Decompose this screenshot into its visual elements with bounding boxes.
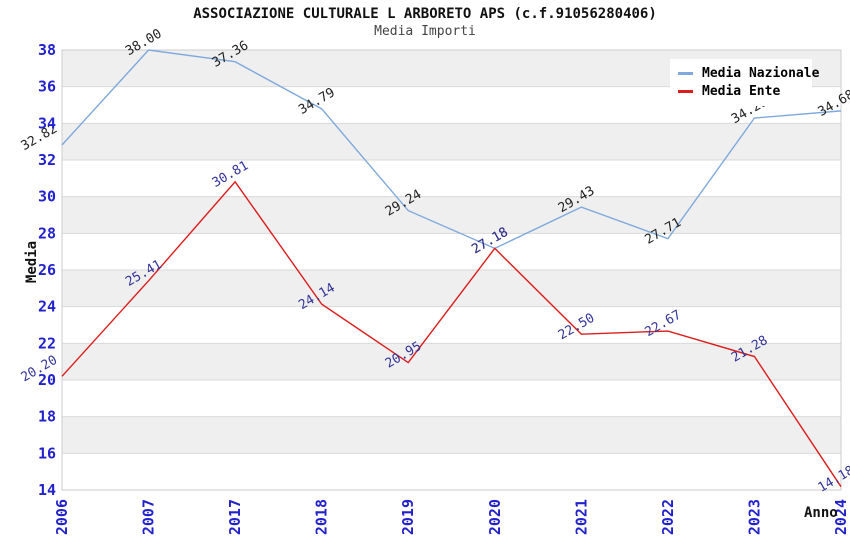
y-axis-title: Media: [24, 240, 40, 284]
svg-text:2020: 2020: [486, 499, 504, 535]
legend-label-media-ente: Media Ente: [702, 83, 781, 99]
svg-text:34.68: 34.68: [816, 87, 850, 120]
svg-text:2019: 2019: [399, 499, 417, 535]
svg-text:30.81: 30.81: [210, 158, 251, 191]
legend-item-media-ente: Media Ente: [678, 82, 804, 100]
chart-subtitle: Media Importi: [374, 24, 476, 39]
svg-text:34.79: 34.79: [296, 85, 337, 118]
legend-label-media-nazionale: Media Nazionale: [702, 65, 820, 81]
svg-text:2023: 2023: [745, 499, 763, 535]
svg-text:2021: 2021: [572, 499, 590, 535]
svg-text:24: 24: [38, 298, 56, 316]
svg-text:18: 18: [38, 408, 56, 426]
svg-text:32: 32: [38, 151, 56, 169]
svg-text:22: 22: [38, 334, 56, 352]
svg-text:36: 36: [38, 78, 56, 96]
legend: Media Nazionale Media Ente: [670, 59, 819, 106]
svg-text:20: 20: [38, 371, 56, 389]
legend-swatch-line-icon: [678, 71, 693, 75]
svg-text:26: 26: [38, 261, 56, 279]
svg-text:28: 28: [38, 224, 56, 242]
chart-title: ASSOCIAZIONE CULTURALE L ARBORETO APS (c…: [193, 6, 657, 22]
legend-swatch-line-icon: [678, 89, 693, 93]
svg-text:2017: 2017: [226, 499, 244, 535]
legend-item-media-nazionale: Media Nazionale: [678, 64, 819, 82]
svg-text:2024: 2024: [832, 499, 850, 535]
svg-text:30: 30: [38, 188, 56, 206]
x-axis-title: Anno: [804, 505, 838, 521]
svg-text:2007: 2007: [140, 499, 158, 535]
svg-text:2006: 2006: [53, 499, 71, 535]
svg-text:2022: 2022: [659, 499, 677, 535]
svg-text:16: 16: [38, 444, 56, 462]
svg-text:14: 14: [38, 481, 56, 499]
svg-text:14.18: 14.18: [816, 463, 850, 496]
svg-text:2018: 2018: [313, 499, 331, 535]
svg-text:22.67: 22.67: [642, 308, 683, 341]
svg-text:34: 34: [38, 114, 56, 132]
svg-text:38: 38: [38, 41, 56, 59]
